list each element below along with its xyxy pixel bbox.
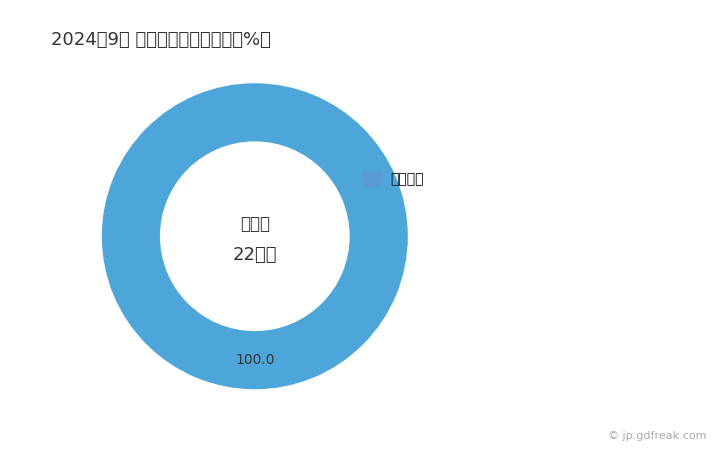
Wedge shape xyxy=(102,83,408,389)
Legend: ベトナム: ベトナム xyxy=(357,166,430,192)
Text: 22万円: 22万円 xyxy=(232,246,277,264)
Text: 100.0: 100.0 xyxy=(235,353,274,367)
Text: 総　額: 総 額 xyxy=(240,215,270,233)
Text: 2024年9月 輸出相手国のシェア（%）: 2024年9月 輸出相手国のシェア（%） xyxy=(51,32,271,50)
Text: © jp.gdfreak.com: © jp.gdfreak.com xyxy=(608,431,706,441)
